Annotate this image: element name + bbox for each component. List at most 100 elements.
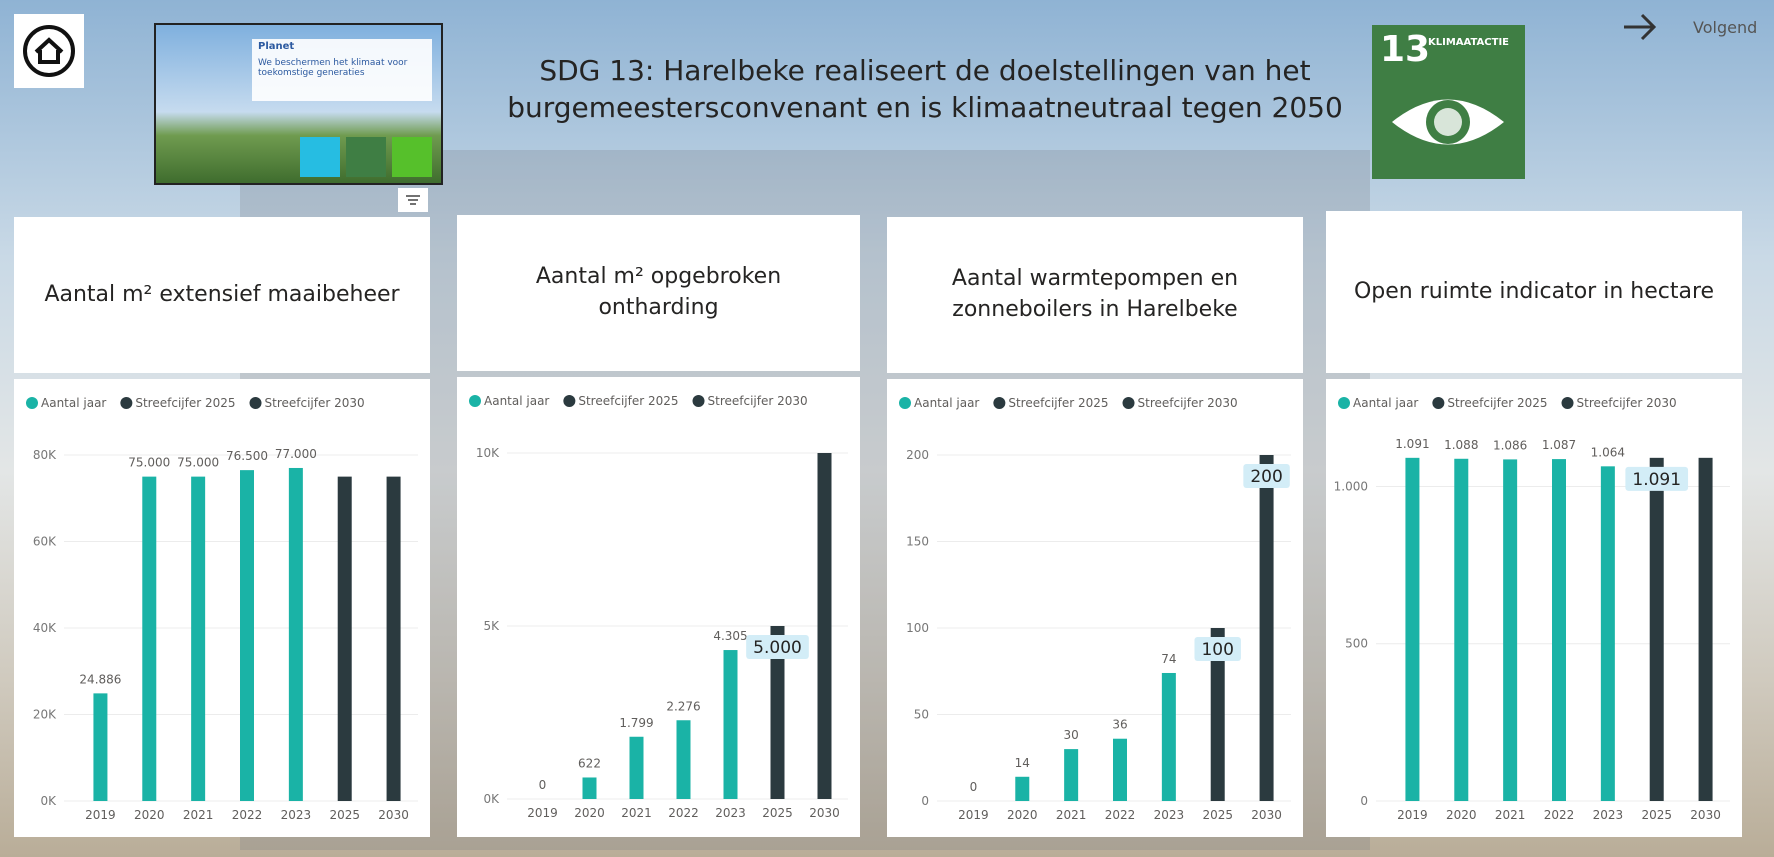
- y-tick-label: 0: [1360, 794, 1368, 808]
- x-tick-label: 2025: [329, 808, 360, 822]
- card-title: Aantal m² extensief maaibeheer: [14, 217, 430, 373]
- x-tick-label: 2023: [1593, 808, 1624, 822]
- x-tick-label: 2019: [85, 808, 116, 822]
- data-label: 622: [578, 756, 601, 770]
- legend-label: Streefcijfer 2025: [1447, 396, 1547, 410]
- x-tick-label: 2023: [281, 808, 312, 822]
- y-tick-label: 60K: [33, 535, 57, 549]
- legend-label: Streefcijfer 2025: [135, 396, 235, 410]
- data-label: 1.086: [1493, 438, 1527, 452]
- legend-swatch: [1122, 397, 1135, 409]
- legend-swatch: [469, 395, 481, 407]
- y-tick-label: 40K: [33, 621, 57, 635]
- legend-swatch: [120, 397, 133, 409]
- data-label: 1.064: [1591, 445, 1625, 459]
- bar: [723, 650, 738, 799]
- x-tick-label: 2019: [958, 808, 989, 822]
- y-tick-label: 200: [906, 448, 929, 462]
- x-tick-label: 2022: [232, 808, 263, 822]
- chart: Aantal jaar Streefcijfer 2025 Streefcijfer…: [1334, 396, 1730, 822]
- chart: Aantal jaar Streefcijfer 2025 Streefcijfer…: [26, 396, 418, 822]
- legend-label: Streefcijfer 2030: [265, 396, 365, 410]
- x-tick-label: 2021: [621, 806, 652, 820]
- data-label: 36: [1112, 718, 1127, 732]
- home-button[interactable]: [14, 14, 84, 88]
- legend-swatch: [899, 397, 911, 409]
- chart: Aantal jaar Streefcijfer 2025 Streefcijfer…: [469, 394, 848, 820]
- card: Open ruimte indicator in hectare Aantal …: [1326, 211, 1742, 837]
- y-tick-label: 0K: [483, 792, 500, 806]
- y-tick-label: 1.000: [1334, 479, 1368, 493]
- bar: [1552, 459, 1566, 801]
- legend-swatch: [1561, 397, 1574, 409]
- y-tick-label: 500: [1345, 637, 1368, 651]
- data-label: 0: [539, 778, 547, 792]
- card: Aantal m² extensief maaibeheer Aantal ja…: [14, 217, 430, 837]
- bar: [770, 626, 785, 799]
- bar: [1210, 628, 1225, 801]
- legend-swatch: [1338, 397, 1350, 409]
- next-label[interactable]: Volgend: [1693, 18, 1758, 37]
- data-label: 75.000: [128, 456, 170, 470]
- y-tick-label: 0: [921, 794, 929, 808]
- x-tick-label: 2022: [1544, 808, 1575, 822]
- bar: [1259, 455, 1274, 801]
- x-tick-label: 2025: [762, 806, 793, 820]
- sdg-tile: 13 KLIMAATACTIE: [1372, 25, 1525, 179]
- page-title: SDG 13: Harelbeke realiseert de doelstel…: [507, 54, 1343, 124]
- data-label: 74: [1161, 652, 1176, 666]
- data-label: 100: [1201, 640, 1233, 660]
- data-label: 14: [1015, 756, 1030, 770]
- x-tick-label: 2030: [378, 808, 409, 822]
- y-tick-label: 150: [906, 535, 929, 549]
- data-label-box: [746, 635, 809, 659]
- data-label: 76.500: [226, 449, 268, 463]
- y-tick-label: 50: [914, 708, 929, 722]
- bar: [817, 453, 832, 799]
- legend-label: Streefcijfer 2025: [578, 394, 678, 408]
- data-label: 0: [970, 780, 978, 794]
- data-label-box: [1625, 466, 1689, 491]
- y-tick-label: 80K: [33, 448, 57, 462]
- card: Aantal warmtepompen en zonneboilers in H…: [887, 217, 1303, 837]
- bar: [386, 476, 401, 801]
- bar: [1113, 738, 1127, 801]
- x-tick-label: 2030: [1690, 808, 1721, 822]
- data-label: 4.305: [713, 629, 747, 643]
- x-tick-label: 2022: [668, 806, 699, 820]
- bar: [1698, 457, 1713, 801]
- legend-swatch: [563, 395, 576, 407]
- bar: [93, 693, 108, 801]
- data-label: 1.088: [1444, 438, 1478, 452]
- x-tick-label: 2020: [1446, 808, 1477, 822]
- planet-card[interactable]: Planet We beschermen het klimaat voor to…: [154, 23, 443, 185]
- x-tick-label: 2022: [1105, 808, 1136, 822]
- bar: [337, 476, 352, 801]
- data-label: 5.000: [753, 638, 802, 658]
- bar: [1405, 457, 1420, 801]
- sdg-number: 13: [1380, 29, 1431, 70]
- x-tick-label: 2019: [1397, 808, 1428, 822]
- y-tick-label: 20K: [33, 708, 57, 722]
- card-title: Aantal m² opgebroken ontharding: [457, 215, 860, 371]
- legend-label: Streefcijfer 2030: [1138, 396, 1238, 410]
- chart: Aantal jaar Streefcijfer 2025 Streefcijfer…: [899, 396, 1291, 822]
- planet-title: Planet: [258, 41, 295, 52]
- legend-label: Aantal jaar: [484, 394, 549, 408]
- x-tick-label: 2021: [183, 808, 214, 822]
- card: Aantal m² opgebroken ontharding Aantal j…: [457, 215, 860, 837]
- bar: [288, 467, 303, 801]
- data-label: 2.276: [666, 699, 700, 713]
- data-label: 1.091: [1395, 437, 1429, 451]
- data-label: 75.000: [177, 456, 219, 470]
- data-label: 30: [1064, 728, 1079, 742]
- next-arrow[interactable]: [1620, 10, 1660, 44]
- bar: [1015, 776, 1030, 801]
- filter-button[interactable]: [398, 188, 428, 212]
- sdg-icon: [346, 137, 386, 177]
- legend-label: Aantal jaar: [914, 396, 979, 410]
- y-tick-label: 100: [906, 621, 929, 635]
- x-tick-label: 2023: [1154, 808, 1185, 822]
- legend-swatch: [692, 395, 705, 407]
